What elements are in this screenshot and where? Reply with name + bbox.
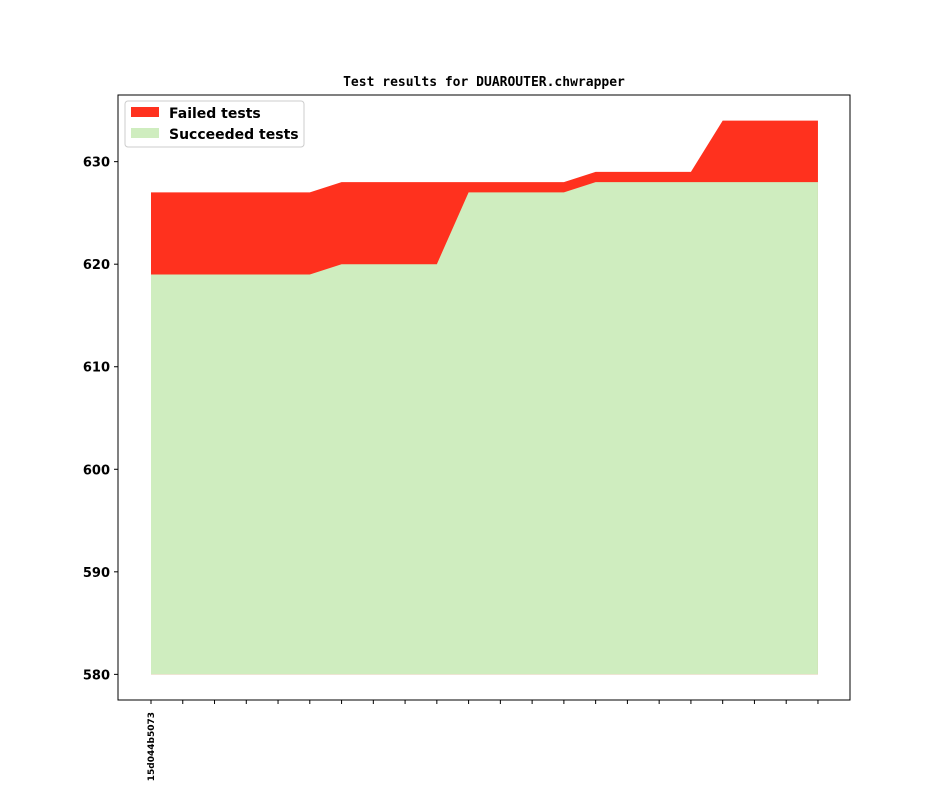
x-tick-label-0: 15d044b5073	[147, 712, 157, 781]
legend-swatch-failed	[131, 107, 159, 117]
legend: Failed tests Succeeded tests	[124, 100, 305, 148]
y-tick-label-590: 590	[83, 566, 110, 581]
plot-area	[151, 120, 818, 675]
x-axis: 15d044b5073	[147, 700, 819, 781]
chart-title: Test results for DUAROUTER.chwrapper	[343, 75, 625, 90]
y-tick-label-600: 600	[83, 463, 110, 478]
legend-swatch-succeeded	[131, 128, 159, 138]
y-tick-label-630: 630	[83, 156, 110, 171]
area-series-succeeded	[151, 182, 818, 675]
legend-label-succeeded: Succeeded tests	[169, 127, 299, 143]
y-tick-label-580: 580	[83, 668, 110, 683]
axes-frame	[117, 94, 851, 701]
y-axis: 580 590 600 610 620 630	[83, 156, 118, 683]
legend-box	[124, 100, 305, 148]
y-tick-label-610: 610	[83, 361, 110, 376]
legend-label-failed: Failed tests	[169, 106, 261, 122]
y-tick-label-620: 620	[83, 258, 110, 273]
